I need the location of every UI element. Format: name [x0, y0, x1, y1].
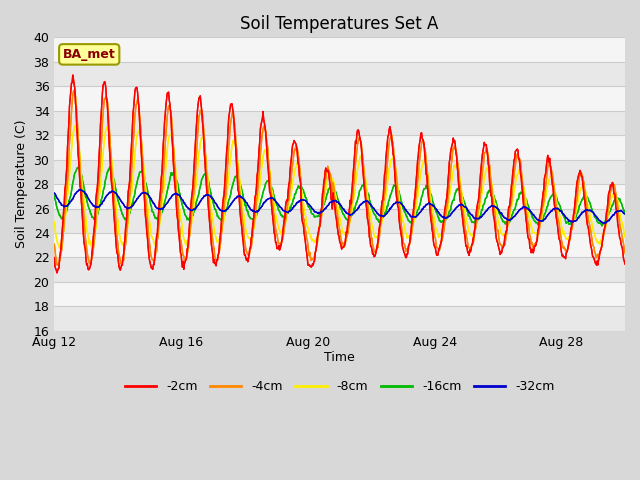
- Title: Soil Temperatures Set A: Soil Temperatures Set A: [241, 15, 439, 33]
- Bar: [54, 282, 625, 306]
- Bar: [54, 208, 625, 233]
- Bar: [54, 111, 625, 135]
- Legend: -2cm, -4cm, -8cm, -16cm, -32cm: -2cm, -4cm, -8cm, -16cm, -32cm: [120, 375, 559, 398]
- Bar: [54, 160, 625, 184]
- Bar: [54, 86, 625, 111]
- Text: BA_met: BA_met: [63, 48, 116, 61]
- Bar: [54, 135, 625, 160]
- Bar: [54, 37, 625, 62]
- Bar: [54, 62, 625, 86]
- Bar: [54, 257, 625, 282]
- X-axis label: Time: Time: [324, 351, 355, 364]
- Bar: [54, 184, 625, 208]
- Bar: [54, 306, 625, 331]
- Bar: [54, 233, 625, 257]
- Y-axis label: Soil Temperature (C): Soil Temperature (C): [15, 120, 28, 248]
